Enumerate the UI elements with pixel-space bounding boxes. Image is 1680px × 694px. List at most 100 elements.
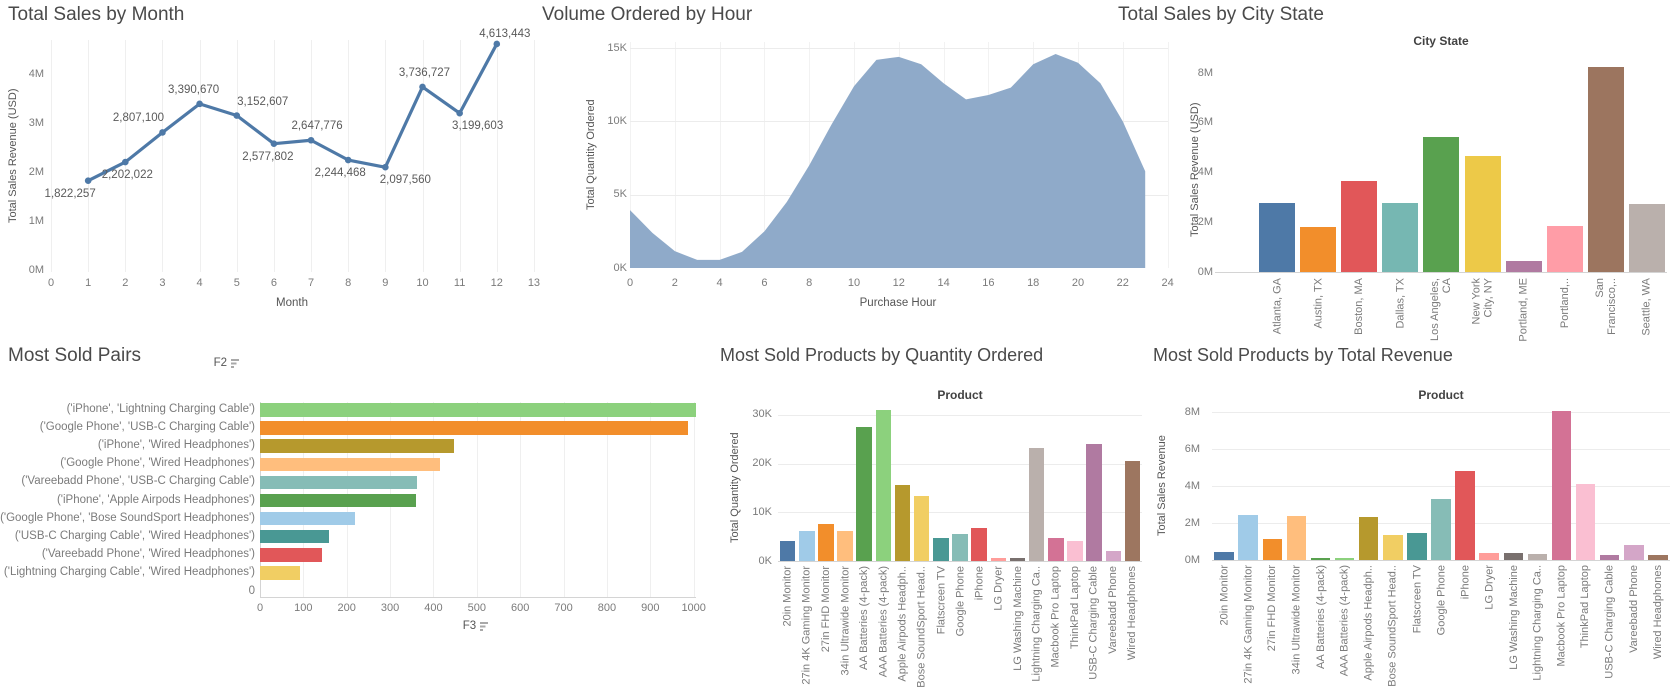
bar[interactable] [1628,203,1665,272]
data-point[interactable] [344,156,352,164]
bar[interactable] [260,511,356,526]
bar[interactable] [1259,202,1295,272]
data-point[interactable] [419,83,426,91]
bar[interactable] [1527,553,1548,560]
bar[interactable] [1124,460,1141,561]
bar[interactable] [1599,554,1620,560]
bar[interactable] [1382,203,1419,272]
sales-line[interactable] [87,43,499,183]
category-label: Lightning Charging Ca.. [1531,565,1544,681]
bar[interactable] [818,524,834,561]
bar[interactable] [260,548,323,562]
bar[interactable] [799,530,815,561]
bar[interactable] [260,421,689,435]
data-point[interactable] [159,129,166,136]
bar[interactable] [1341,181,1378,272]
data-point[interactable] [456,109,463,117]
bar[interactable] [971,527,987,561]
data-point[interactable] [270,140,278,147]
x-tick-label: 3 [159,277,166,289]
volume-area[interactable] [630,53,1146,268]
bar[interactable] [1214,551,1234,560]
data-label: 3,390,670 [168,83,220,96]
bar[interactable] [260,457,440,472]
bar[interactable] [933,537,949,561]
bar[interactable] [1105,550,1122,561]
bar[interactable] [260,493,417,508]
chart-title: Most Sold Pairs [8,345,142,366]
x-tick-label: 900 [641,602,660,614]
bar[interactable] [894,484,911,561]
bar[interactable] [1479,552,1499,560]
bar[interactable] [1624,544,1644,560]
data-point[interactable] [122,158,129,166]
bar[interactable] [260,566,300,580]
y-tick-label: 0K [758,554,772,567]
bar[interactable] [1648,555,1668,560]
bar[interactable] [1238,514,1258,560]
gridline [1212,486,1670,487]
category-label: Flatscreen TV [934,566,947,635]
bar[interactable] [1505,260,1542,272]
x-tick-label: 24 [1161,277,1174,289]
bar[interactable] [260,439,454,453]
bar[interactable] [1009,557,1026,561]
bar[interactable] [1575,483,1596,560]
bar[interactable] [1048,537,1064,561]
bar[interactable] [875,410,892,561]
bar[interactable] [1310,558,1331,560]
category-label: Seattle, WA [1640,278,1653,336]
bar[interactable] [837,530,853,561]
bar[interactable] [1423,136,1460,272]
bar[interactable] [1262,539,1283,560]
gridline [630,48,1168,50]
bar[interactable] [856,426,872,561]
data-point[interactable] [382,163,389,171]
data-label: 3,199,603 [452,120,504,133]
gridline [459,40,461,272]
data-point[interactable] [84,177,92,185]
bar[interactable] [1464,156,1501,272]
bar[interactable] [1067,540,1083,561]
column-field-label: City State [1413,34,1469,48]
bar[interactable] [260,403,696,417]
y-tick-label: 0M [1184,553,1200,566]
bar[interactable] [1546,225,1583,272]
data-point[interactable] [196,100,203,108]
data-point[interactable] [307,136,315,144]
bar[interactable] [1358,516,1379,560]
row-field-header: F2 [214,357,242,369]
bar[interactable] [1455,471,1475,560]
bar[interactable] [1551,411,1572,560]
data-point[interactable] [493,40,501,48]
bar[interactable] [1286,516,1307,560]
bar[interactable] [1300,226,1337,272]
sort-descending-icon[interactable] [231,358,242,369]
x-tick-label: 500 [467,602,487,614]
bar[interactable] [1431,498,1451,560]
bar[interactable] [913,495,930,561]
gridline [496,40,498,272]
bar[interactable] [1334,558,1355,560]
plot-area: 0K 5K 10K 15K 0 2 4 6 8 10 12 14 16 18 20 22 24 [540,0,1180,330]
bar[interactable] [1028,448,1045,561]
data-label: 2,577,802 [242,150,294,163]
column-field-label: Product [937,388,983,402]
x-tick-label: 10 [416,277,429,289]
bar[interactable] [779,540,796,561]
bar[interactable] [952,534,968,561]
bar[interactable] [1407,533,1427,560]
bar[interactable] [260,475,417,490]
bar[interactable] [1503,552,1524,560]
sort-descending-icon[interactable] [480,621,491,632]
chart-title: Most Sold Products by Total Revenue [1153,345,1453,365]
x-axis-line [1215,272,1667,273]
y-tick-label: 4M [1184,479,1200,492]
bar[interactable] [260,529,330,544]
bar[interactable] [1086,444,1102,561]
bar[interactable] [990,557,1007,561]
bar[interactable] [1383,535,1403,560]
gridline [385,40,387,272]
bar[interactable] [1587,66,1624,272]
data-point[interactable] [233,112,241,119]
